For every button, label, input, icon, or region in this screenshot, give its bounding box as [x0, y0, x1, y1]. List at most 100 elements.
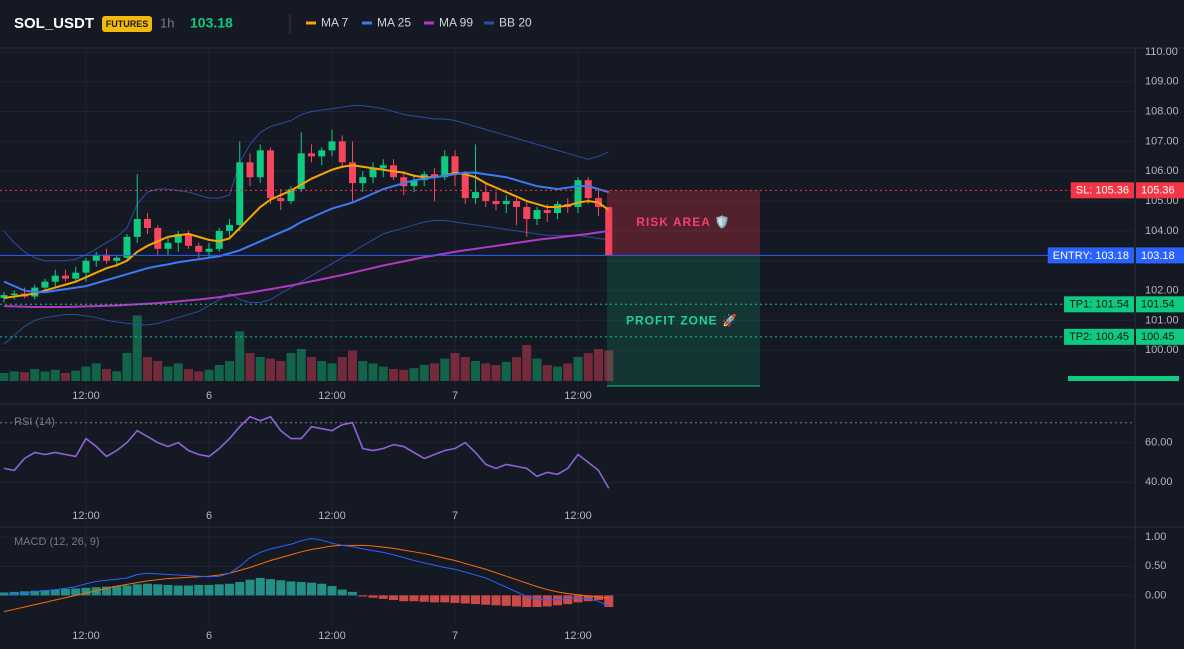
y-tick-label: 107.00 [1145, 135, 1179, 147]
y-tick-label: 110.00 [1145, 46, 1178, 58]
volume-bar [348, 350, 357, 381]
histogram-bar [245, 579, 255, 596]
volume-bar [276, 361, 286, 381]
volume-bar [532, 358, 542, 381]
candle-body [144, 218, 151, 228]
legend-label: MA 25 [377, 16, 411, 30]
volume-bar [553, 366, 562, 381]
volume-bar [30, 369, 40, 381]
histogram-bar [50, 589, 60, 596]
price-tag-bg [1136, 328, 1184, 345]
volume-bar [173, 363, 183, 381]
candle-body [574, 180, 582, 208]
histogram-bar [173, 585, 183, 596]
candle-body [82, 260, 90, 273]
badge-bg [102, 16, 152, 32]
volume-bar [286, 353, 296, 381]
level-label: TP2: 100.45 [1069, 331, 1129, 343]
y-tick-label: 108.00 [1145, 105, 1179, 117]
candle-body [185, 233, 192, 246]
x-tick-label: 7 [452, 390, 458, 402]
level-label: ENTRY: 103.18 [1053, 250, 1129, 262]
volume-bar [204, 369, 214, 381]
volume-bar [9, 371, 19, 381]
level-label-bg [1064, 328, 1134, 345]
volume-bar [491, 365, 501, 381]
profit-zone-label: PROFIT ZONE 🚀 [626, 313, 738, 327]
candle-body [461, 174, 469, 199]
candle-body [62, 275, 69, 279]
volume-bar [573, 357, 583, 381]
level-label-bg [1064, 296, 1134, 313]
volume-bar [163, 366, 173, 381]
histogram-bar [358, 595, 368, 597]
volume-bar [450, 353, 460, 381]
risk-zone-label: RISK AREA 🛡️ [636, 215, 730, 229]
volume-bar [471, 361, 480, 381]
histogram-bar [307, 582, 316, 596]
candle-body [533, 210, 541, 219]
histogram-bar [450, 595, 460, 603]
candle-body [226, 224, 233, 231]
volume-bar [296, 349, 306, 381]
candle-body [256, 150, 264, 178]
histogram-bar [522, 595, 532, 607]
volume-bar [40, 371, 50, 381]
volume-bar [481, 363, 491, 381]
histogram-bar [255, 577, 265, 596]
histogram-bar [153, 584, 163, 596]
histogram-bar [573, 595, 583, 603]
volume-bar [419, 365, 429, 381]
pane-title: MACD (12, 26, 9) [14, 536, 100, 548]
volume-bar [266, 358, 275, 381]
volume-bar [225, 361, 234, 381]
histogram-bar [225, 583, 234, 596]
price-tag: 101.54 [1141, 299, 1175, 311]
candle-body [51, 275, 59, 282]
histogram-bar [430, 595, 439, 603]
x-tick-label: 7 [452, 510, 458, 522]
price-tag: 100.45 [1141, 331, 1175, 343]
histogram-bar [604, 595, 614, 607]
y-tick-label: 100.00 [1145, 344, 1179, 356]
candle-body [103, 254, 110, 261]
x-tick-label: 6 [206, 390, 212, 402]
candle-body [41, 281, 49, 288]
x-tick-label: 7 [452, 630, 458, 642]
histogram-bar [194, 584, 204, 596]
x-tick-label: 6 [206, 510, 212, 522]
candle-body [195, 245, 203, 252]
histogram-bar [337, 589, 347, 596]
y-tick-label: 109.00 [1145, 76, 1179, 88]
volume-bar [368, 363, 378, 381]
x-tick-label: 12:00 [72, 390, 100, 402]
histogram-bar [235, 582, 245, 596]
histogram-bar [0, 592, 9, 596]
candle-body [246, 162, 254, 178]
y-tick-label: 1.00 [1145, 531, 1166, 543]
volume-bar [583, 353, 593, 381]
legend-label: MA 7 [321, 16, 349, 30]
moving-average [3, 229, 609, 308]
histogram-bar [204, 584, 214, 596]
histogram-bar [409, 595, 419, 602]
candle-body [584, 180, 592, 199]
candle-body [472, 192, 479, 199]
moving-average [3, 171, 610, 294]
volume-bar [214, 365, 224, 381]
histogram-bar [30, 590, 40, 596]
candle-body [154, 227, 162, 249]
candle-body [328, 141, 336, 151]
volume-bar [307, 357, 316, 381]
candle-body [379, 165, 387, 169]
histogram-bar [184, 585, 193, 596]
volume-bar [50, 369, 60, 381]
x-tick-label: 12:00 [318, 510, 346, 522]
candle-body [92, 254, 100, 261]
x-tick-label: 6 [206, 630, 212, 642]
volume-bar [399, 369, 409, 381]
symbol: SOL_USDT [14, 15, 94, 32]
histogram-bar [61, 588, 70, 596]
volume-bar [430, 363, 439, 381]
